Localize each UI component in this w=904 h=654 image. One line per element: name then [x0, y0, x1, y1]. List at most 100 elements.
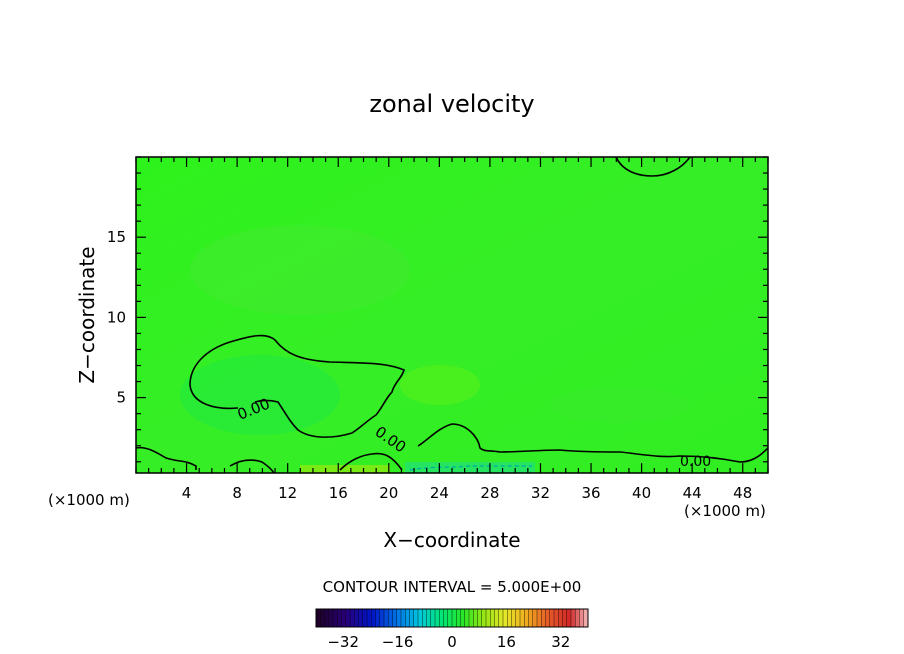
- zero-contour-lobe: [189, 334, 405, 438]
- colorbar-ticks: −32 −16 0 16 32: [327, 633, 570, 651]
- x-tick-label: 12: [278, 484, 297, 502]
- y-tick-label: 10: [107, 308, 126, 326]
- colorbar-swatch: [435, 609, 440, 627]
- colorbar-swatch: [409, 609, 415, 627]
- x-units-right: (×1000 m): [684, 502, 766, 520]
- field-shade-patch: [300, 465, 390, 473]
- colorbar-swatch: [405, 609, 410, 627]
- colorbar-swatch: [554, 609, 559, 627]
- colorbar-swatch: [426, 609, 432, 627]
- zero-contour-upper: [615, 157, 691, 177]
- colorbar-swatch: [358, 609, 364, 627]
- plot-area: 0.00 0.00 0.00: [136, 157, 768, 473]
- colorbar-swatch: [324, 609, 330, 627]
- colorbar-swatch: [566, 609, 572, 627]
- colorbar-swatch: [481, 609, 487, 627]
- x-tick-label: 24: [430, 484, 449, 502]
- colorbar-swatch: [460, 609, 466, 627]
- x-tick-label: 40: [632, 484, 651, 502]
- colorbar-swatch: [422, 609, 427, 627]
- colorbar-swatch: [469, 609, 474, 627]
- field-shade-patch: [405, 462, 535, 473]
- x-tick-label: 20: [379, 484, 398, 502]
- colorbar-swatch: [367, 609, 372, 627]
- colorbar-swatch: [341, 609, 347, 627]
- colorbar-swatch: [345, 609, 351, 627]
- colorbar: [315, 608, 589, 628]
- colorbar-frame: [315, 608, 589, 628]
- contour-interval-label: CONTOUR INTERVAL = 5.000E+00: [323, 578, 582, 596]
- colorbar-swatch: [571, 609, 576, 627]
- colorbar-tick-label: 16: [497, 633, 516, 651]
- y-axis: 5 10 15: [107, 156, 768, 463]
- colorbar-tick-label: 0: [447, 633, 457, 651]
- x-tick-label: 8: [232, 484, 242, 502]
- colorbar-swatch: [452, 609, 457, 627]
- colorbar-swatch: [371, 609, 376, 627]
- colorbar-swatch: [473, 609, 478, 627]
- colorbar-swatch: [337, 609, 342, 627]
- colorbar-swatch: [418, 609, 423, 627]
- colorbar-swatch: [362, 609, 368, 627]
- field-shade-patch: [190, 225, 410, 315]
- colorbar-swatch: [490, 609, 495, 627]
- colorbar-swatch: [549, 609, 555, 627]
- colorbar-swatch: [320, 609, 325, 627]
- colorbar-swatch: [384, 609, 389, 627]
- colorbar-tick-label: −32: [327, 633, 359, 651]
- colorbar-swatch: [430, 609, 436, 627]
- field-shade-patch: [550, 387, 690, 423]
- colorbar-swatch: [515, 609, 521, 627]
- colorbar-swatch: [388, 609, 393, 627]
- colorbar-swatch: [528, 609, 534, 627]
- colorbar-swatch: [443, 609, 449, 627]
- x-tick-label: 44: [683, 484, 702, 502]
- colorbar-swatch: [316, 609, 321, 627]
- x-axis: 4 8 12 16 20 24 28 32 36 40 44 48: [135, 157, 769, 502]
- colorbar-swatch: [532, 609, 538, 627]
- field-shade-patch: [180, 355, 340, 435]
- x-axis-title: X−coordinate: [383, 528, 520, 552]
- colorbar-swatch: [503, 609, 508, 627]
- colorbar-swatch: [537, 609, 542, 627]
- negative-contour-near-surface: [409, 465, 532, 471]
- y-tick-label: 5: [116, 389, 126, 407]
- colorbar-swatch: [456, 609, 461, 627]
- colorbar-swatch: [486, 609, 491, 627]
- colorbar-swatch: [541, 609, 546, 627]
- x-tick-label: 36: [581, 484, 600, 502]
- colorbar-swatch: [545, 609, 551, 627]
- colorbar-swatch: [328, 609, 334, 627]
- x-tick-label: 48: [733, 484, 752, 502]
- x-tick-label: 16: [329, 484, 348, 502]
- colorbar-swatch: [375, 609, 381, 627]
- y-tick-label: 15: [107, 228, 126, 246]
- colorbar-swatch: [494, 609, 500, 627]
- contour-label: 0.00: [680, 454, 711, 470]
- colorbar-swatch: [379, 609, 385, 627]
- colorbar-swatch: [507, 609, 512, 627]
- colorbar-tick-label: −16: [382, 633, 414, 651]
- colorbar-swatch: [350, 609, 355, 627]
- colorbar-swatch: [333, 609, 338, 627]
- colorbar-swatch: [401, 609, 406, 627]
- colorbar-swatch: [575, 609, 580, 627]
- colorbar-swatch: [464, 609, 470, 627]
- x-units-left: (×1000 m): [48, 491, 130, 509]
- colorbar-swatch: [579, 609, 585, 627]
- colorbar-swatch: [498, 609, 504, 627]
- colorbar-swatch: [520, 609, 525, 627]
- colorbar-swatch: [392, 609, 398, 627]
- colorbar-swatch: [477, 609, 483, 627]
- colorbar-swatch: [354, 609, 359, 627]
- colorbar-swatch: [558, 609, 563, 627]
- colorbar-swatch: [583, 609, 589, 627]
- x-tick-label: 28: [480, 484, 499, 502]
- colorbar-swatch: [439, 609, 444, 627]
- x-tick-label: 32: [531, 484, 550, 502]
- colorbar-swatch: [396, 609, 402, 627]
- colorbar-swatch: [447, 609, 453, 627]
- field-shade-patch: [400, 365, 480, 405]
- colorbar-swatch: [524, 609, 529, 627]
